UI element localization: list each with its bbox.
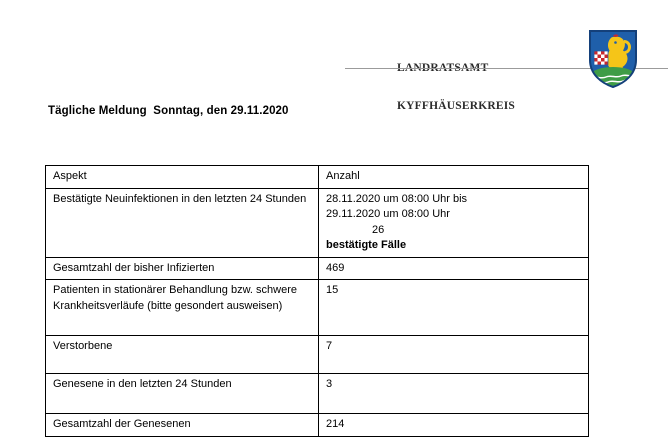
table-row: Patienten in stationärer Behandlung bzw.… [45,279,589,336]
new-infections-period-end-line: 29.11.2020 um 08:00 Uhr 26 [326,207,582,238]
table-row: Bestätigte Neuinfektionen in den letzten… [45,187,589,258]
row-label-total-infected: Gesamtzahl der bisher Infizierten [45,256,319,280]
daily-report-table: Aspekt Anzahl Bestätigte Neuinfektionen … [45,165,589,437]
row-label-total-recovered: Gesamtzahl der Genesenen [45,413,319,437]
organization-line-2: KYFFHÄUSERKREIS [397,99,516,112]
table-row: Gesamtzahl der bisher Infizierten 469 [45,256,589,280]
row-value-hospitalized: 15 [318,279,589,336]
row-value-total-recovered: 214 [318,413,589,437]
letterhead: LANDRATSAMT KYFFHÄUSERKREIS [0,0,668,112]
row-value-deceased: 7 [318,335,589,374]
organization-name: LANDRATSAMT KYFFHÄUSERKREIS [397,37,515,138]
row-value-recovered-24h: 3 [318,373,589,414]
new-infections-confirmed-label: bestätigte Fälle [326,239,407,251]
column-header-aspect: Aspekt [45,165,319,189]
new-infections-period-end: 29.11.2020 um 08:00 Uhr [326,208,450,220]
row-label-hospitalized: Patienten in stationärer Behandlung bzw.… [45,279,319,336]
page-title: Tägliche Meldung Sonntag, den 29.11.2020 [48,105,289,117]
new-infections-count: 26 [372,223,385,236]
table-row: Verstorbene 7 [45,335,589,374]
column-header-count: Anzahl [318,165,589,189]
row-label-new-infections: Bestätigte Neuinfektionen in den letzten… [45,187,319,258]
row-value-new-infections: 28.11.2020 um 08:00 Uhr bis 29.11.2020 u… [318,187,589,258]
table-header-row: Aspekt Anzahl [45,165,589,189]
row-label-deceased: Verstorbene [45,335,319,374]
coat-of-arms-icon [588,29,638,89]
header-divider-rule [345,68,668,69]
row-label-recovered-24h: Genesene in den letzten 24 Stunden [45,373,319,414]
table-row: Gesamtzahl der Genesenen 214 [45,413,589,437]
new-infections-period-start: 28.11.2020 um 08:00 Uhr bis [326,192,468,205]
table-row: Genesene in den letzten 24 Stunden 3 [45,373,589,414]
row-value-total-infected: 469 [318,256,589,280]
